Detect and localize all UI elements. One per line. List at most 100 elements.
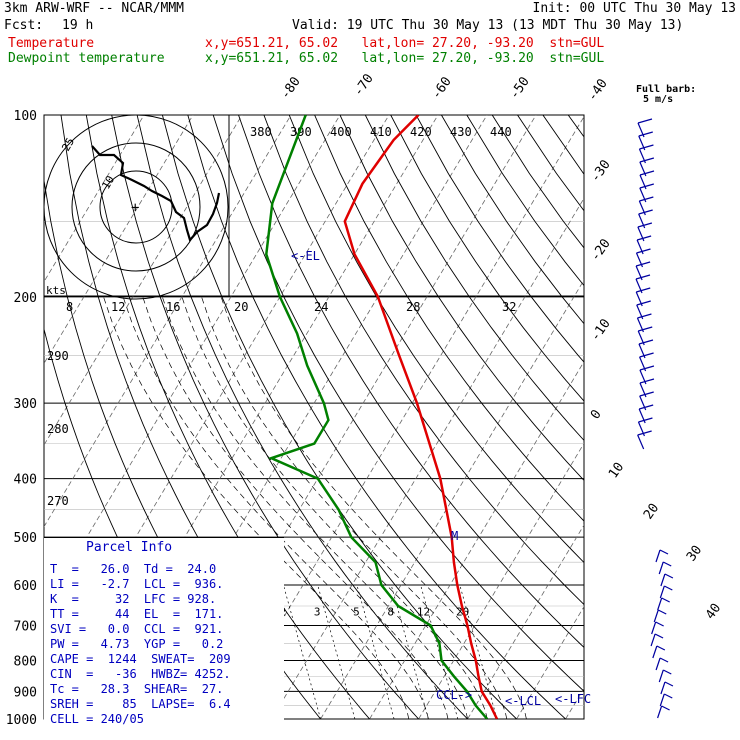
isotherm-label: -30 <box>588 157 614 185</box>
wind-barb-flag <box>636 287 651 293</box>
wind-barb-flag <box>659 549 669 555</box>
isotherm-label: -70 <box>351 71 377 99</box>
wind-barb-icon <box>637 434 645 450</box>
speed-tick-label: 8 <box>66 300 73 314</box>
wind-barb-icon <box>655 549 661 563</box>
hodograph-axis-label: kts <box>46 284 66 297</box>
wind-barb-flag <box>664 681 674 687</box>
wind-barb-flag <box>635 274 651 280</box>
moist-adiabat-line <box>220 296 527 719</box>
mixing-ratio-label: 5 <box>353 605 360 618</box>
isotherm-line <box>173 115 537 719</box>
isotherm-line <box>124 115 488 719</box>
isotherm-line <box>369 360 584 719</box>
theta-label: 420 <box>410 125 432 139</box>
isotherm-label: 20 <box>641 501 662 522</box>
wind-barb-flag <box>636 300 651 306</box>
model-title: 3km ARW-WRF -- NCAR/MMM <box>4 1 185 16</box>
forecast-hour: 19 h <box>62 18 94 33</box>
wind-barb-flag <box>638 209 653 215</box>
theta-label: 400 <box>330 125 352 139</box>
pressure-tick-label: 100 <box>14 109 37 124</box>
pressure-tick-label: 900 <box>14 685 37 700</box>
dry-adiabat-line <box>136 115 469 719</box>
mixing-ratio-line <box>283 584 321 719</box>
theta-label: 430 <box>450 125 472 139</box>
parcel-row: CIN = -36 HWBZ= 4252. <box>50 667 231 681</box>
dry-adiabat-label: 290 <box>47 349 69 363</box>
wind-barb-flag <box>639 144 654 150</box>
mixing-ratio-line <box>356 584 395 719</box>
wind-barb-flag <box>639 196 654 202</box>
wind-barb-flag <box>637 222 653 228</box>
wind-barb-flag <box>654 633 664 639</box>
valid-time: Valid: 19 UTC Thu 30 May 13 (13 MDT Thu … <box>292 18 684 33</box>
dry-adiabat-line <box>390 115 584 402</box>
sounding-profiles <box>265 115 499 719</box>
legend-dewpoint: Dewpoint temperature <box>8 51 165 66</box>
barb-scale-units: 5 m/s <box>643 94 674 105</box>
dry-adiabat-line <box>111 115 420 719</box>
parcel-row: LI = -2.7 LCL = 936. <box>50 577 224 591</box>
dry-adiabat-line <box>466 115 584 287</box>
wind-barb-icon <box>652 645 658 659</box>
legend-temperature: Temperature <box>8 36 95 51</box>
isotherm-label: 10 <box>606 460 627 481</box>
isotherm-line <box>75 115 439 719</box>
isotherm-line <box>44 115 194 365</box>
speed-tick-label: 24 <box>314 300 328 314</box>
wind-barb-flag <box>637 118 653 124</box>
isotherm-line <box>44 115 390 691</box>
moist-adiabat-line <box>103 296 410 719</box>
isotherm-line <box>516 605 584 719</box>
parcel-row: PW = 4.73 YGP = 0.2 <box>50 637 224 651</box>
parcel-row: K = 32 LFC = 928. <box>50 592 217 606</box>
isotherm-label: -80 <box>278 74 304 102</box>
wind-barb-flag <box>657 609 667 615</box>
isotherm-line <box>44 115 292 528</box>
isotherm-label: -10 <box>588 316 614 344</box>
wind-barb-flag <box>664 693 673 699</box>
wind-barb-flag <box>662 561 672 567</box>
wind-barb-flag <box>639 183 654 189</box>
el-marker-label: <-EL <box>291 249 320 263</box>
dry-adiabat-line <box>238 115 584 649</box>
dry-adiabat-label: 280 <box>47 422 69 436</box>
wind-barb-icon <box>660 573 666 587</box>
wind-barb-flag <box>636 235 652 241</box>
forecast-label: Fcst: <box>4 18 44 33</box>
pressure-tick-label: 300 <box>14 397 37 412</box>
isotherm-line <box>320 279 584 719</box>
wind-barb-flag <box>661 705 670 711</box>
annotations: <-EL M CCL-> <-LCL <-LFC <box>291 249 591 708</box>
wind-barb-flag <box>635 261 651 267</box>
wind-barb-icon <box>660 681 666 695</box>
isotherm-label: -50 <box>507 74 533 102</box>
theta-label: 390 <box>290 125 312 139</box>
pressure-tick-label: 700 <box>14 619 37 634</box>
wind-barb-icon <box>658 561 664 575</box>
wind-barb-flag <box>638 417 653 423</box>
wind-barb-flag <box>639 391 654 397</box>
parcel-row: CAPE = 1244 SWEAT= 209 <box>50 652 231 666</box>
dry-adiabat-line <box>339 115 584 482</box>
moist-adiabat-line <box>122 296 429 719</box>
parcel-row: SVI = 0.0 CCL = 921. <box>50 622 224 636</box>
pressure-tick-label: 800 <box>14 654 37 669</box>
isotherm-label: -60 <box>429 74 455 102</box>
dry-adiabat-line <box>263 115 584 606</box>
isotherm-line <box>44 115 145 283</box>
speed-tick-label: 32 <box>502 300 516 314</box>
wind-barb-flag <box>639 378 655 384</box>
moist-adiabat-line <box>201 296 508 719</box>
speed-tick-label: 12 <box>111 300 125 314</box>
wind-barb-flag <box>659 657 669 663</box>
hodograph-ring-label: 10 <box>99 174 117 192</box>
speed-tick-label: 16 <box>166 300 180 314</box>
wind-barb-icon <box>651 621 657 635</box>
wind-barb-flag <box>664 585 673 591</box>
wind-barb-flag <box>639 157 655 163</box>
mixing-ratio-line <box>420 584 459 719</box>
isotherm-line <box>615 115 740 719</box>
